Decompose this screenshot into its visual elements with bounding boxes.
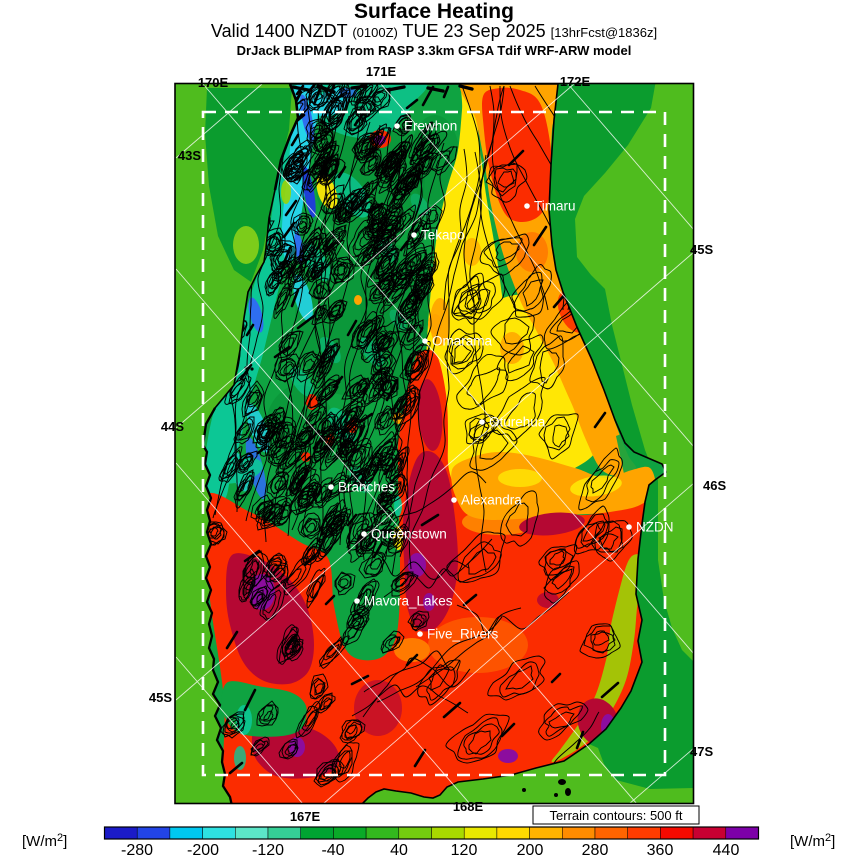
svg-text:280: 280 <box>582 842 609 859</box>
svg-text:Surface Heating: Surface Heating <box>354 0 514 23</box>
svg-text:[W/m2]: [W/m2] <box>22 832 67 850</box>
svg-text:Valid 1400 NZDT (0100Z) TUE 23: Valid 1400 NZDT (0100Z) TUE 23 Sep 2025 … <box>211 21 657 41</box>
svg-text:Mavora_Lakes: Mavora_Lakes <box>364 594 453 609</box>
svg-text:NZDN: NZDN <box>636 520 674 535</box>
svg-text:-40: -40 <box>321 842 344 859</box>
svg-text:44S: 44S <box>161 419 184 434</box>
svg-text:Alexandra: Alexandra <box>461 493 522 508</box>
svg-text:440: 440 <box>713 842 740 859</box>
svg-text:170E: 170E <box>198 75 229 90</box>
svg-text:-280: -280 <box>121 842 153 859</box>
svg-text:[W/m2]: [W/m2] <box>790 832 835 850</box>
svg-text:172E: 172E <box>560 74 591 89</box>
svg-text:Five_Rivers: Five_Rivers <box>427 627 499 642</box>
svg-text:45S: 45S <box>149 690 172 705</box>
svg-text:Oturehua: Oturehua <box>489 415 546 430</box>
svg-text:-120: -120 <box>252 842 284 859</box>
svg-text:Erewhon: Erewhon <box>404 119 457 134</box>
svg-text:45S: 45S <box>690 242 713 257</box>
svg-text:Branches: Branches <box>338 480 395 495</box>
svg-text:-200: -200 <box>187 842 219 859</box>
svg-text:360: 360 <box>647 842 674 859</box>
svg-text:Timaru: Timaru <box>534 199 576 214</box>
svg-text:Omarama: Omarama <box>432 334 493 349</box>
svg-text:47S: 47S <box>690 744 713 759</box>
svg-text:Queenstown: Queenstown <box>371 527 447 542</box>
svg-text:171E: 171E <box>366 64 397 79</box>
svg-text:43S: 43S <box>178 148 201 163</box>
svg-text:200: 200 <box>517 842 544 859</box>
svg-text:168E: 168E <box>453 799 484 814</box>
svg-text:46S: 46S <box>703 478 726 493</box>
svg-text:167E: 167E <box>290 809 321 824</box>
svg-text:Tekapo: Tekapo <box>421 228 465 243</box>
svg-text:DrJack BLIPMAP from RASP 3.3km: DrJack BLIPMAP from RASP 3.3km GFSA Tdif… <box>237 43 632 58</box>
svg-text:Terrain contours: 500 ft: Terrain contours: 500 ft <box>550 808 683 823</box>
svg-text:40: 40 <box>390 842 408 859</box>
svg-text:120: 120 <box>451 842 478 859</box>
